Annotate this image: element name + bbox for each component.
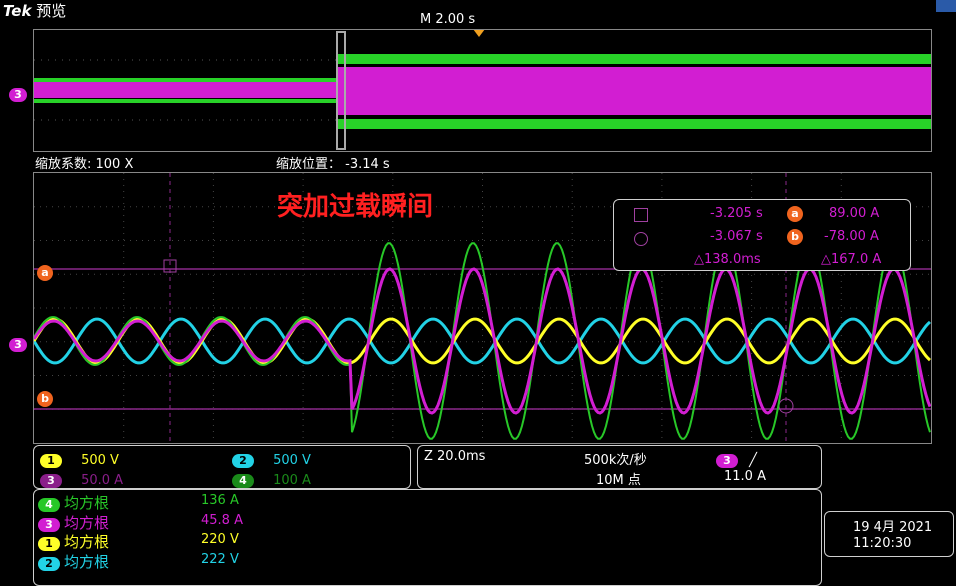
- ch4-scale[interactable]: 4 100 A: [232, 469, 311, 488]
- measurement-value: 136 A: [201, 493, 239, 508]
- zoom-factor: 缩放系数: 100 X: [35, 157, 134, 172]
- measurement-label: 均方根: [64, 552, 110, 571]
- measurement-label: 均方根: [64, 533, 110, 551]
- cursor-t2: -3.067 s: [710, 229, 763, 244]
- cursor-t1: -3.205 s: [710, 206, 763, 221]
- horizontal-scale[interactable]: Z 20.0ms: [424, 449, 486, 464]
- zoom-position: 缩放位置： -3.14 s: [276, 157, 390, 172]
- ch1-scale[interactable]: 1 500 V: [40, 449, 119, 468]
- cursor-b-badge: b: [787, 229, 803, 245]
- datetime-box: 19 4月 2021 11:20:30: [824, 511, 954, 557]
- measurement-channel-badge: 2: [38, 556, 60, 571]
- measurement-channel-badge: 4: [38, 498, 60, 512]
- cursor-a-badge: a: [787, 206, 803, 222]
- timebase-readout: M 2.00 s: [420, 12, 476, 27]
- square-cursor-icon: [634, 208, 648, 222]
- overview-ch3-post: [337, 67, 931, 115]
- measurement-channel-badge: 3: [38, 517, 60, 532]
- measurement-label: 均方根: [64, 513, 110, 532]
- measurement-row[interactable]: 2 均方根 222 V: [38, 551, 239, 572]
- trigger-source[interactable]: 3 ╱: [716, 449, 757, 468]
- date-readout: 19 4月 2021: [853, 520, 933, 535]
- measurements-panel[interactable]: [33, 489, 822, 586]
- measurement-row[interactable]: 4 均方根 136 A: [38, 492, 239, 513]
- trigger-level[interactable]: 11.0 A: [724, 469, 766, 484]
- header: Tek 预览: [3, 0, 66, 21]
- cursor-va: 89.00 A: [829, 206, 880, 221]
- marker-b: b: [37, 387, 53, 407]
- ch4-trace: [33, 242, 931, 440]
- horizontal-trigger[interactable]: Z 20.0ms 500k次/秒 10M 点 3 ╱ 11.0 A: [417, 445, 822, 489]
- overview-ch4-pre-upper: [34, 78, 337, 82]
- ch3-trace: [32, 267, 932, 415]
- trigger-slope-icon: ╱: [749, 453, 757, 468]
- marker-a: a: [37, 261, 53, 281]
- cursor-dt: △138.0ms: [694, 252, 761, 267]
- ch3-scale[interactable]: 3 50.0 A: [40, 469, 123, 488]
- measurement-channel-badge: 1: [38, 537, 60, 551]
- overview-ch4-lower: [337, 119, 931, 129]
- ch2-trace: [32, 317, 932, 365]
- mode-label: 预览: [36, 2, 67, 20]
- circle-cursor-icon: [634, 232, 648, 246]
- sample-rate[interactable]: 500k次/秒: [584, 453, 647, 468]
- measurement-label: 均方根: [64, 494, 110, 512]
- overview-traces: [34, 31, 931, 150]
- measurement-row[interactable]: 3 均方根 45.8 A: [38, 512, 243, 533]
- annotation-title: 突加过载瞬间: [277, 192, 434, 222]
- channel-scales[interactable]: 1 500 V 2 500 V 3 50.0 A 4 100 A: [33, 445, 411, 489]
- cursor-vb: -78.00 A: [824, 229, 879, 244]
- waveform-display: [32, 173, 932, 443]
- brand-logo: Tek: [3, 2, 32, 20]
- cursor-dv: △167.0 A: [821, 252, 882, 267]
- cursor-square-marker: [163, 259, 177, 273]
- overview-ch-marker: 3: [9, 83, 27, 102]
- zoom-box: [336, 31, 346, 150]
- measurement-row[interactable]: 1 均方根 220 V: [38, 531, 239, 552]
- record-length[interactable]: 10M 点: [596, 473, 641, 488]
- corner-badge-icon: [936, 0, 956, 12]
- overview-ch4-upper: [337, 54, 931, 64]
- overview-ch4-pre-lower: [34, 99, 337, 103]
- measurement-value: 222 V: [201, 551, 239, 567]
- trigger-position-icon: [473, 29, 485, 37]
- main-ch-marker: 3: [9, 333, 27, 352]
- cursor-readout: -3.205 s -3.067 s △138.0ms a b 89.00 A -…: [613, 199, 911, 271]
- ch2-scale[interactable]: 2 500 V: [232, 449, 311, 468]
- time-readout: 11:20:30: [853, 536, 912, 551]
- overview-ch3-pre: [34, 82, 337, 98]
- overview-window: [33, 29, 932, 152]
- measurement-value: 220 V: [201, 532, 239, 547]
- measurement-value: 45.8 A: [201, 512, 243, 528]
- main-graticule: [32, 172, 932, 444]
